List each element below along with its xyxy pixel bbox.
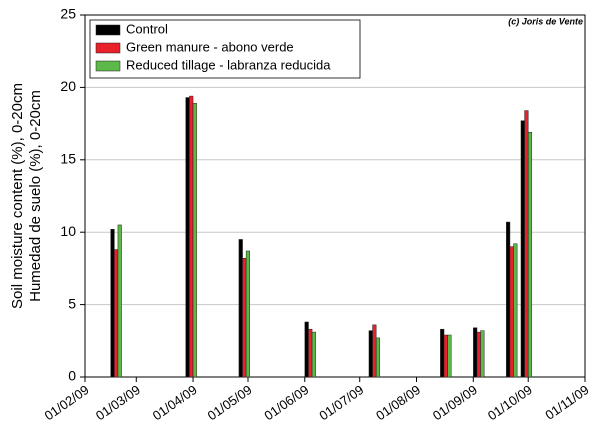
bar bbox=[238, 239, 243, 378]
bar bbox=[513, 243, 518, 378]
x-tick-label: 01/09/09 bbox=[430, 382, 480, 423]
y-axis-label: Humedad de suelo (%), 0-20cm bbox=[27, 90, 44, 302]
bar bbox=[520, 120, 525, 378]
bar bbox=[308, 328, 313, 378]
bar bbox=[443, 334, 448, 378]
bar bbox=[372, 324, 377, 378]
bar bbox=[368, 330, 373, 378]
bar bbox=[245, 250, 250, 378]
y-tick-label: 5 bbox=[68, 295, 76, 311]
bar bbox=[527, 132, 533, 378]
y-tick-label: 0 bbox=[68, 368, 76, 384]
y-tick-label: 10 bbox=[60, 223, 76, 239]
legend-label: Control bbox=[126, 21, 168, 36]
x-tick-label: 01/04/09 bbox=[150, 382, 200, 423]
x-tick-label: 01/06/09 bbox=[261, 382, 311, 423]
legend-swatch bbox=[95, 24, 121, 36]
bar bbox=[476, 331, 481, 378]
bar bbox=[304, 321, 309, 378]
bar bbox=[189, 95, 194, 378]
annotation: (c) Joris de Vente bbox=[508, 16, 583, 26]
legend-label: Reduced tillage - labranza reducida bbox=[126, 57, 331, 72]
bar bbox=[185, 97, 190, 378]
legend-swatch bbox=[95, 60, 121, 72]
bar bbox=[506, 221, 511, 378]
bar bbox=[192, 103, 197, 378]
x-tick-label: 01/11/09 bbox=[542, 382, 591, 423]
bar bbox=[311, 331, 316, 378]
bar bbox=[114, 249, 119, 378]
x-tick-label: 01/08/09 bbox=[373, 382, 423, 423]
bar bbox=[480, 330, 485, 378]
bar bbox=[447, 334, 452, 378]
bar bbox=[110, 229, 115, 378]
bar bbox=[375, 337, 381, 378]
plot-frame bbox=[84, 14, 586, 378]
bar bbox=[509, 246, 514, 378]
x-tick-label: 01/10/09 bbox=[485, 382, 535, 423]
x-tick-label: 01/05/09 bbox=[205, 382, 255, 423]
y-axis-label: Soil moisture content (%), 0-20cm bbox=[9, 83, 26, 309]
legend-swatch bbox=[95, 42, 121, 54]
bar bbox=[524, 110, 529, 378]
x-tick-label: 01/07/09 bbox=[316, 382, 366, 423]
legend-box bbox=[89, 19, 361, 79]
y-tick-label: 25 bbox=[60, 6, 76, 22]
bar bbox=[473, 327, 478, 378]
bar bbox=[242, 258, 247, 378]
x-tick-label: 01/03/09 bbox=[93, 382, 143, 423]
y-tick-label: 15 bbox=[60, 151, 76, 167]
x-tick-label: 01/02/09 bbox=[42, 382, 92, 423]
legend-label: Green manure - abono verde bbox=[126, 39, 294, 54]
bar bbox=[440, 328, 445, 378]
bar bbox=[117, 224, 122, 378]
y-tick-label: 20 bbox=[60, 78, 76, 94]
